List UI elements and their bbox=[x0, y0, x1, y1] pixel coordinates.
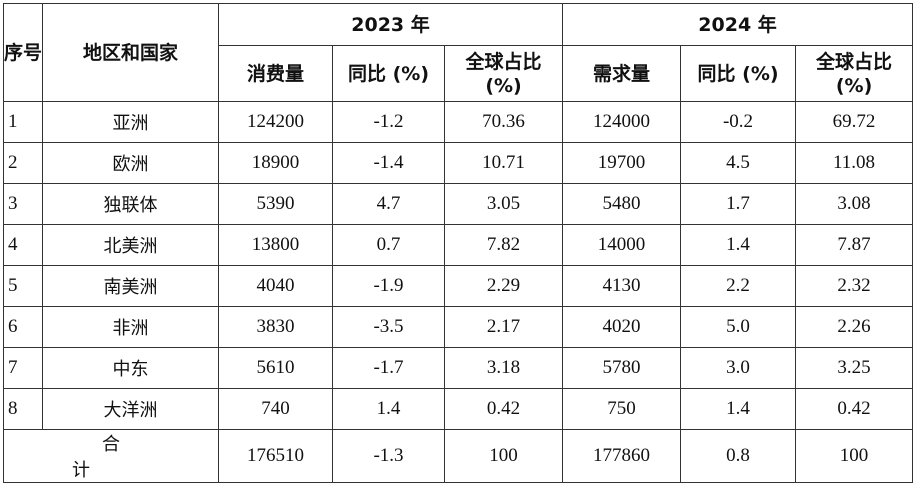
table-cell: 0.42 bbox=[795, 388, 914, 430]
table-row: 1 亚洲 124200 -1.2 70.36 124000 -0.2 69.72 bbox=[3, 101, 914, 143]
header-cell: 2023 年 bbox=[217, 3, 564, 46]
table-cell: 2.26 bbox=[795, 306, 914, 348]
total-row: 合计 176510 -1.3 100 177860 0.8 100 bbox=[3, 429, 914, 483]
table-cell: 1.4 bbox=[680, 224, 797, 266]
table-cell: 124000 bbox=[562, 101, 682, 143]
table-cell: 3 bbox=[3, 183, 43, 225]
table-row: 3 独联体 5390 4.7 3.05 5480 1.7 3.08 bbox=[3, 183, 914, 225]
table-cell: -1.4 bbox=[332, 142, 445, 184]
table-cell: 7.82 bbox=[443, 224, 564, 266]
header-cell: 需求量 bbox=[562, 45, 682, 102]
table-cell: 11.08 bbox=[795, 142, 914, 184]
table-cell: 欧洲 bbox=[42, 142, 219, 184]
table-cell: 5390 bbox=[218, 183, 333, 225]
header-row: 序号 地区和国家 2023 年 2024 年 bbox=[3, 3, 914, 102]
table-cell: 1 bbox=[3, 101, 43, 143]
table-cell: -1.9 bbox=[332, 265, 445, 307]
table-cell: 100 bbox=[443, 429, 564, 483]
table-cell: 3.18 bbox=[443, 347, 564, 389]
table-cell: 4 bbox=[3, 224, 43, 266]
table-cell: 3830 bbox=[218, 306, 333, 348]
header-cell: 消费量 bbox=[218, 45, 333, 102]
table-cell: 2.29 bbox=[443, 265, 564, 307]
header-cell: 序号 bbox=[3, 3, 43, 102]
table-cell: 5 bbox=[3, 265, 43, 307]
table-cell: 3.25 bbox=[795, 347, 914, 389]
table-cell: -3.5 bbox=[332, 306, 445, 348]
data-table: 序号 地区和国家 2023 年 2024 年 消费量 同比 (%) 全球占比 (… bbox=[3, 3, 914, 483]
table-cell: 2.17 bbox=[443, 306, 564, 348]
table-cell: 4.5 bbox=[680, 142, 797, 184]
table-cell: 6 bbox=[3, 306, 43, 348]
table-cell: 70.36 bbox=[443, 101, 564, 143]
table-cell: 18900 bbox=[218, 142, 333, 184]
header-cell: 2024 年 bbox=[562, 3, 914, 46]
table-cell: 3.08 bbox=[795, 183, 914, 225]
table-cell: 2.32 bbox=[795, 265, 914, 307]
table-cell: 8 bbox=[3, 388, 43, 430]
table-cell: 5.0 bbox=[680, 306, 797, 348]
table-cell: 4020 bbox=[562, 306, 682, 348]
table-cell: 4.7 bbox=[332, 183, 445, 225]
table-cell: 大洋洲 bbox=[42, 388, 219, 430]
table-cell: 176510 bbox=[218, 429, 333, 483]
table-cell: 740 bbox=[218, 388, 333, 430]
table-cell: 独联体 bbox=[42, 183, 219, 225]
table-cell: -1.7 bbox=[332, 347, 445, 389]
table-cell: 2.2 bbox=[680, 265, 797, 307]
header-cell: 全球占比 (%) bbox=[795, 45, 914, 102]
table-row: 5 南美洲 4040 -1.9 2.29 4130 2.2 2.32 bbox=[3, 265, 914, 307]
table-row: 7 中东 5610 -1.7 3.18 5780 3.0 3.25 bbox=[3, 347, 914, 389]
table-cell: 非洲 bbox=[42, 306, 219, 348]
table-cell: 2 bbox=[3, 142, 43, 184]
table-cell: 4130 bbox=[562, 265, 682, 307]
table-cell: -1.2 bbox=[332, 101, 445, 143]
table-cell: 100 bbox=[795, 429, 914, 483]
table-cell: 1.4 bbox=[332, 388, 445, 430]
table-cell: 合计 bbox=[3, 429, 219, 483]
header-cell: 同比 (%) bbox=[332, 45, 445, 102]
table-cell: 亚洲 bbox=[42, 101, 219, 143]
table-cell: -1.3 bbox=[332, 429, 445, 483]
table-cell: 3.0 bbox=[680, 347, 797, 389]
table-cell: 177860 bbox=[562, 429, 682, 483]
table-cell: 0.7 bbox=[332, 224, 445, 266]
table-cell: 0.42 bbox=[443, 388, 564, 430]
table-cell: 5780 bbox=[562, 347, 682, 389]
table-cell: 1.7 bbox=[680, 183, 797, 225]
header-cell: 全球占比 (%) bbox=[443, 45, 564, 102]
table-cell: -0.2 bbox=[680, 101, 797, 143]
table-cell: 69.72 bbox=[795, 101, 914, 143]
table-cell: 中东 bbox=[42, 347, 219, 389]
table-cell: 750 bbox=[562, 388, 682, 430]
table-cell: 13800 bbox=[218, 224, 333, 266]
table-cell: 南美洲 bbox=[42, 265, 219, 307]
header-cell: 地区和国家 bbox=[42, 3, 219, 102]
table-body: 1 亚洲 124200 -1.2 70.36 124000 -0.2 69.72 2 欧洲 1890… bbox=[3, 101, 914, 483]
table-header: 序号 地区和国家 2023 年 2024 年 消费量 同比 (%) 全球占比 (… bbox=[3, 3, 914, 102]
table-cell: 5480 bbox=[562, 183, 682, 225]
table-cell: 4040 bbox=[218, 265, 333, 307]
table-cell: 19700 bbox=[562, 142, 682, 184]
header-row: 消费量 同比 (%) 全球占比 (%) 需求量 同比 (%) 全球占比 (%) bbox=[4, 45, 914, 102]
table-cell: 3.05 bbox=[443, 183, 564, 225]
table-row: 4 北美洲 13800 0.7 7.82 14000 1.4 7.87 bbox=[3, 224, 914, 266]
table-cell: 14000 bbox=[562, 224, 682, 266]
table-cell: 5610 bbox=[218, 347, 333, 389]
table-cell: 0.8 bbox=[680, 429, 797, 483]
table-cell: 7 bbox=[3, 347, 43, 389]
table-row: 6 非洲 3830 -3.5 2.17 4020 5.0 2.26 bbox=[3, 306, 914, 348]
table-cell: 1.4 bbox=[680, 388, 797, 430]
table-cell: 10.71 bbox=[443, 142, 564, 184]
table-row: 2 欧洲 18900 -1.4 10.71 19700 4.5 11.08 bbox=[3, 142, 914, 184]
table-row: 8 大洋洲 740 1.4 0.42 750 1.4 0.42 bbox=[3, 388, 914, 430]
header-cell: 同比 (%) bbox=[680, 45, 797, 102]
table-cell: 7.87 bbox=[795, 224, 914, 266]
table-cell: 124200 bbox=[218, 101, 333, 143]
table-cell: 北美洲 bbox=[42, 224, 219, 266]
